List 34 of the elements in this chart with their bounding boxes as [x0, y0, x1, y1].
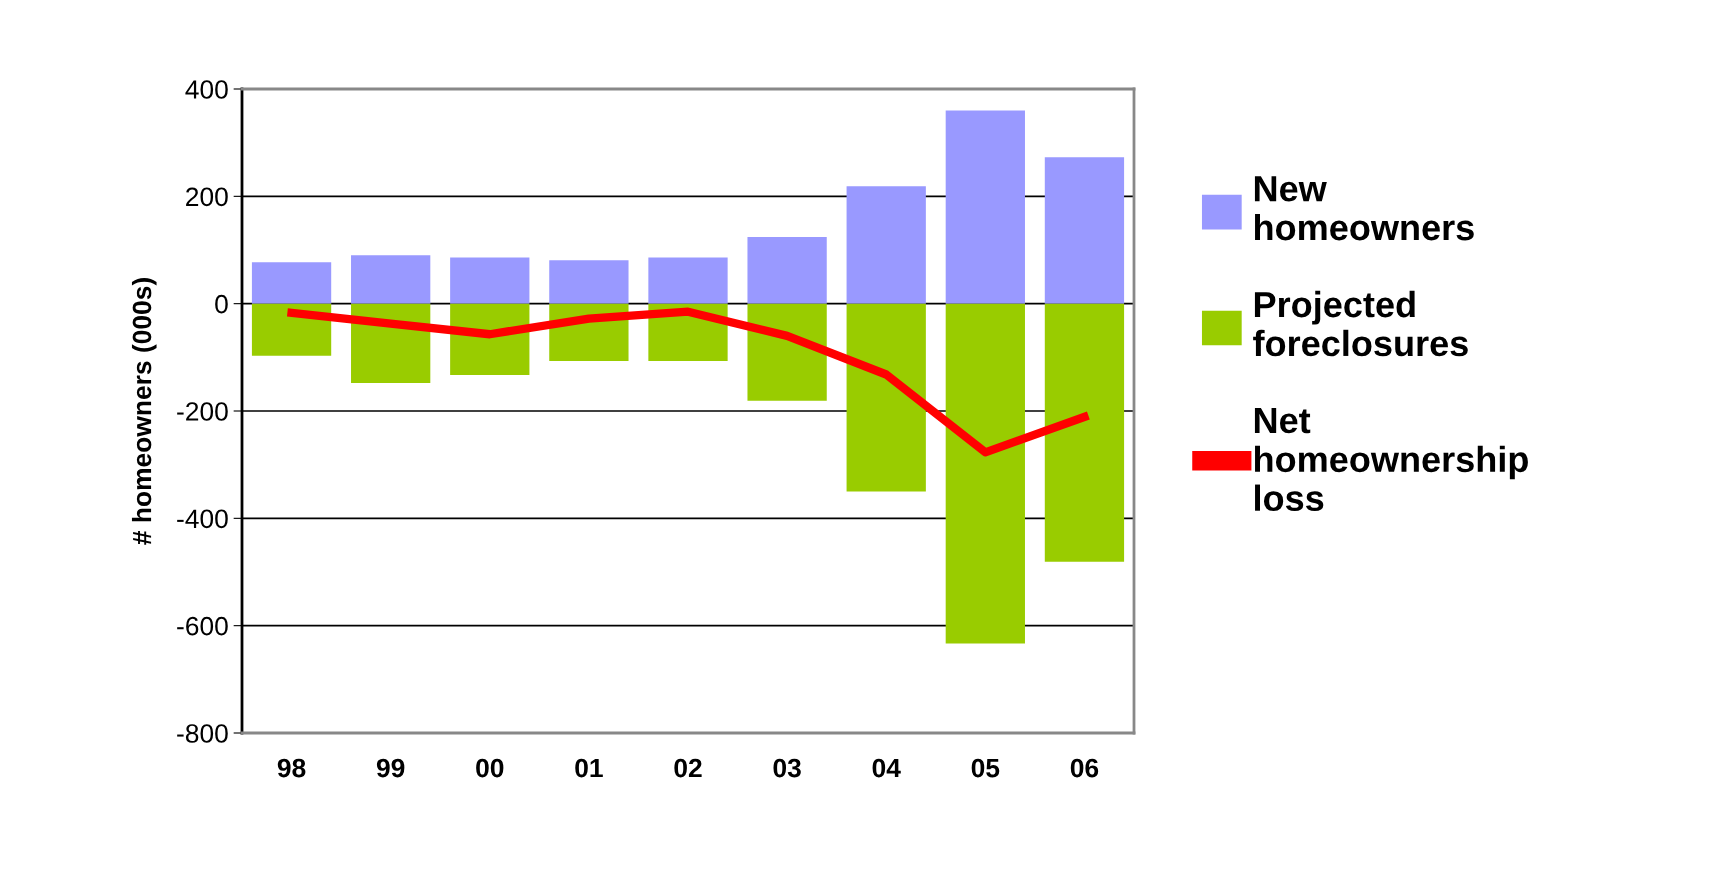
y-tick-label: 400	[185, 80, 228, 99]
bar	[945, 110, 1025, 304]
y-tick-label: -200	[177, 402, 228, 421]
bar	[945, 303, 1025, 644]
bar	[846, 186, 926, 304]
y-tick-label: -400	[177, 509, 228, 529]
legend-label: Projected foreclosures	[1253, 290, 1468, 357]
y-tick-label: 200	[186, 187, 228, 207]
y-tick-label: 0	[215, 294, 228, 314]
x-tick-label: 99	[376, 758, 405, 778]
x-tick-label: 01	[575, 758, 603, 778]
bar	[1044, 303, 1125, 562]
bar	[351, 255, 431, 304]
x-tick-label: 04	[872, 758, 901, 778]
bar	[846, 303, 926, 492]
bar	[747, 237, 827, 304]
bar	[251, 303, 332, 356]
x-tick-label: 06	[1070, 758, 1099, 778]
x-tick-label: 02	[674, 758, 702, 778]
x-tick-label: 05	[971, 758, 1000, 778]
x-tick-label: 98	[277, 758, 306, 778]
bar	[450, 257, 530, 304]
y-axis-title: # homeowners (000s)	[131, 278, 157, 545]
bar	[251, 262, 332, 304]
bar	[648, 257, 728, 304]
x-tick-label: 00	[476, 758, 504, 778]
bar	[747, 303, 827, 401]
bar	[1044, 157, 1125, 304]
legend-label: Net homeownership loss	[1254, 408, 1528, 512]
y-tick-label: -600	[177, 616, 228, 636]
bar	[549, 260, 629, 304]
legend-label: New homeowners	[1254, 176, 1474, 241]
x-tick-label: 03	[773, 758, 801, 778]
y-tick-label: -800	[177, 724, 228, 743]
